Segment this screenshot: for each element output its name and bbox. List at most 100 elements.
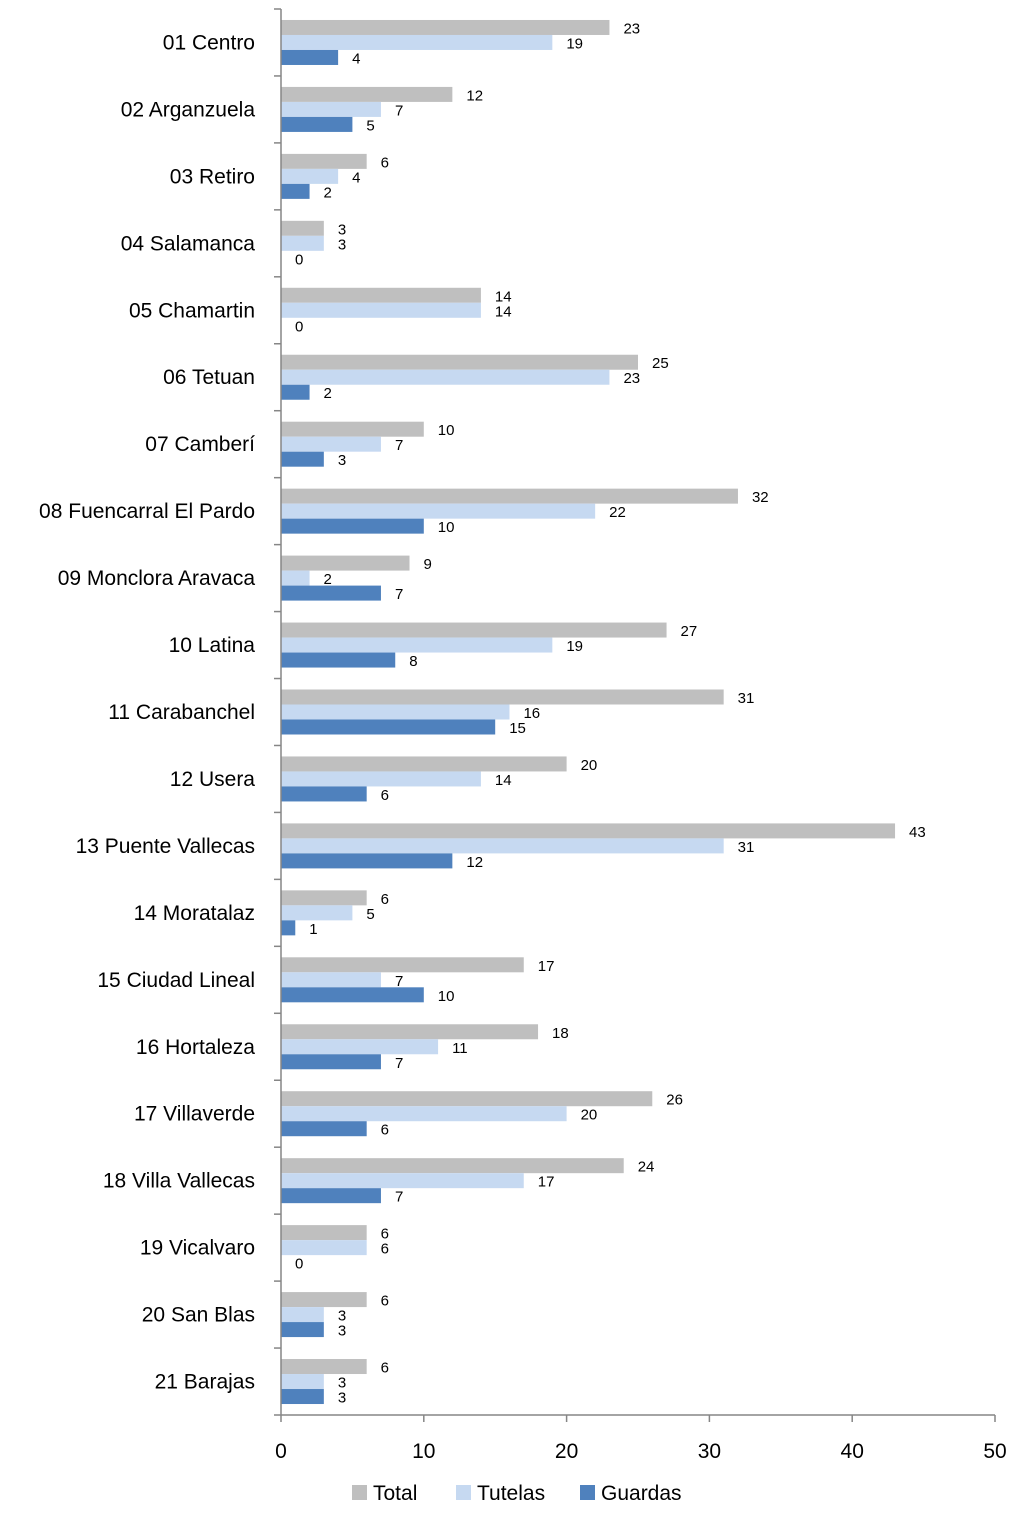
legend-label-total: Total <box>373 1482 417 1505</box>
data-label: 15 <box>509 720 526 737</box>
category-label: 03 Retiro <box>170 165 255 188</box>
data-label: 7 <box>395 437 403 454</box>
x-tick-label: 40 <box>841 1440 864 1463</box>
bar-guardas <box>281 920 296 936</box>
bar-total <box>281 287 481 303</box>
bar-total <box>281 555 410 571</box>
bar-total <box>281 1158 624 1174</box>
legend-swatch-tutelas <box>456 1485 471 1500</box>
data-label: 43 <box>909 824 926 841</box>
legend-swatch-guardas <box>580 1485 595 1500</box>
data-label: 32 <box>752 489 769 506</box>
data-label: 2 <box>324 184 332 201</box>
legend-swatch-total <box>352 1485 367 1500</box>
data-label: 7 <box>395 973 403 990</box>
bar-tutelas <box>281 905 353 921</box>
category-label: 08 Fuencarral El Pardo <box>39 500 255 523</box>
bar-guardas <box>281 719 496 735</box>
bar-guardas <box>281 786 367 802</box>
data-label: 12 <box>466 854 483 871</box>
bar-tutelas <box>281 1240 367 1256</box>
data-label: 14 <box>495 303 512 320</box>
x-tick-label: 30 <box>698 1440 721 1463</box>
bar-total <box>281 1359 367 1375</box>
data-label: 3 <box>338 236 346 253</box>
bar-total <box>281 689 724 705</box>
bar-tutelas <box>281 1374 324 1390</box>
category-label: 02 Arganzuela <box>121 98 256 121</box>
legend-label-guardas: Guardas <box>601 1482 682 1505</box>
category-label: 11 Carabanchel <box>108 701 255 724</box>
data-label: 6 <box>381 787 389 804</box>
legend-label-tutelas: Tutelas <box>477 1482 545 1505</box>
bar-tutelas <box>281 168 339 184</box>
data-label: 5 <box>366 906 374 923</box>
x-tick-label: 50 <box>983 1440 1006 1463</box>
bar-guardas <box>281 585 381 601</box>
bar-total <box>281 1024 539 1040</box>
bar-tutelas <box>281 637 553 653</box>
data-label: 3 <box>338 1308 346 1325</box>
data-label: 19 <box>566 35 583 52</box>
data-label: 23 <box>623 370 640 387</box>
data-label: 9 <box>424 556 432 573</box>
category-label: 20 San Blas <box>142 1304 255 1327</box>
bar-guardas <box>281 384 310 400</box>
data-label: 19 <box>566 638 583 655</box>
bar-total <box>281 957 524 973</box>
bar-total <box>281 220 324 236</box>
bar-total <box>281 19 610 35</box>
data-label: 6 <box>381 1241 389 1258</box>
category-label: 01 Centro <box>163 31 255 54</box>
data-label: 31 <box>738 690 755 707</box>
data-label: 16 <box>523 705 540 722</box>
data-label: 10 <box>438 422 455 439</box>
data-label: 7 <box>395 586 403 603</box>
bar-total <box>281 153 367 169</box>
data-label: 14 <box>495 772 512 789</box>
bar-tutelas <box>281 1039 439 1055</box>
category-label: 10 Latina <box>169 634 256 657</box>
bar-guardas <box>281 1322 324 1338</box>
data-label: 22 <box>609 504 626 521</box>
bar-tutelas <box>281 771 481 787</box>
data-label: 8 <box>409 653 417 670</box>
data-label: 27 <box>681 623 698 640</box>
data-label: 17 <box>538 1174 555 1191</box>
data-label: 4 <box>352 169 360 186</box>
data-label: 26 <box>666 1092 683 1109</box>
data-label: 0 <box>295 1256 303 1273</box>
bar-tutelas <box>281 972 381 988</box>
data-label: 24 <box>638 1159 655 1176</box>
data-labels-layer: 2319412756423301414025232107332221092727… <box>295 20 926 1406</box>
bar-total <box>281 622 667 638</box>
bar-total <box>281 756 567 772</box>
category-label: 05 Chamartin <box>129 299 255 322</box>
data-label: 10 <box>438 519 455 536</box>
bar-total <box>281 1292 367 1308</box>
bar-tutelas <box>281 1307 324 1323</box>
bar-tutelas <box>281 235 324 251</box>
bar-tutelas <box>281 436 381 452</box>
bar-guardas <box>281 1054 381 1070</box>
data-label: 7 <box>395 1189 403 1206</box>
bar-guardas <box>281 116 353 132</box>
bar-guardas <box>281 451 324 467</box>
bar-total <box>281 823 896 839</box>
bar-guardas <box>281 518 424 534</box>
data-label: 14 <box>495 288 512 305</box>
bar-total <box>281 354 638 370</box>
data-label: 31 <box>738 839 755 856</box>
bar-tutelas <box>281 838 724 854</box>
bar-tutelas <box>281 704 510 720</box>
category-label: 04 Salamanca <box>121 232 256 255</box>
bar-total <box>281 890 367 906</box>
data-label: 2 <box>324 571 332 588</box>
bar-total <box>281 1225 367 1241</box>
data-label: 20 <box>581 757 598 774</box>
data-label: 5 <box>366 117 374 134</box>
data-label: 6 <box>381 154 389 171</box>
bar-guardas <box>281 987 424 1003</box>
category-label: 06 Tetuan <box>163 366 255 389</box>
